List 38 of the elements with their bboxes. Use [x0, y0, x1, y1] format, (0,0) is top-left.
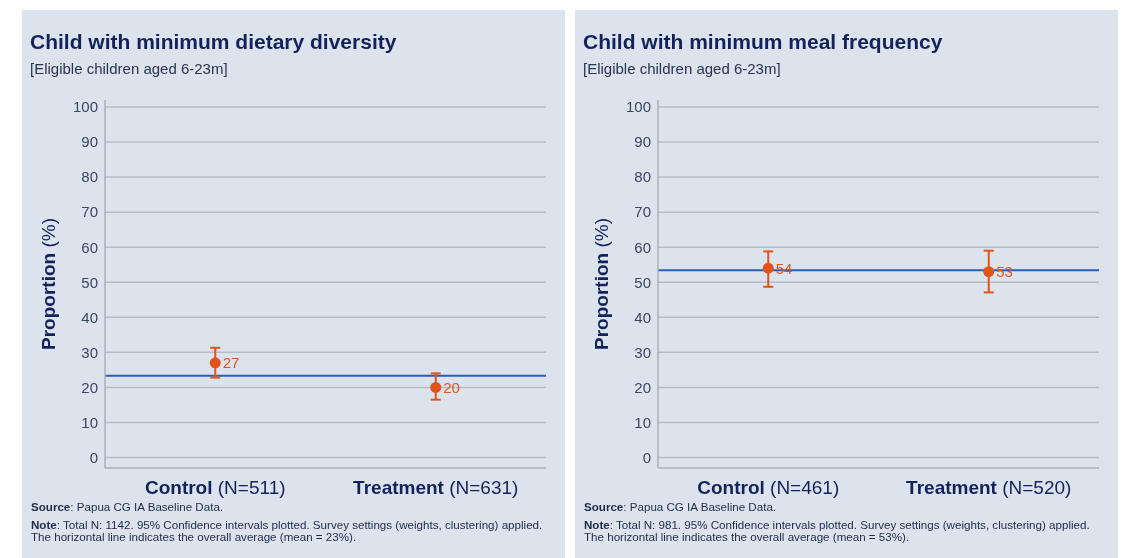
- y-tick-label: 20: [634, 378, 651, 396]
- y-tick-label: 50: [81, 273, 98, 291]
- y-tick-label: 100: [72, 98, 98, 116]
- y-tick-label: 80: [634, 168, 651, 186]
- y-tick-label: 50: [634, 273, 651, 291]
- source-note: Source: Papua CG IA Baseline Data.: [584, 500, 778, 513]
- chart-subtitle: [Eligible children aged 6-23m]: [583, 60, 781, 78]
- y-tick-label: 0: [89, 448, 98, 466]
- chart-title: Child with minimum dietary diversity: [30, 29, 397, 54]
- y-tick-label: 30: [81, 343, 98, 361]
- y-tick-label: 80: [81, 168, 98, 186]
- y-tick-label: 20: [81, 378, 98, 396]
- chart-subtitle: [Eligible children aged 6-23m]: [30, 60, 228, 78]
- y-axis-title: Proportion (%): [590, 218, 612, 350]
- y-tick-label: 0: [642, 448, 651, 466]
- y-tick-label: 30: [634, 343, 651, 361]
- y-axis-title: Proportion (%): [37, 218, 59, 350]
- x-tick-label: Treatment (N=520): [906, 477, 1072, 498]
- y-tick-label: 90: [634, 133, 651, 151]
- y-tick-label: 90: [81, 133, 98, 151]
- y-tick-label: 60: [634, 238, 651, 256]
- data-label: 20: [443, 378, 460, 396]
- y-tick-label: 10: [81, 413, 98, 431]
- y-tick-label: 70: [634, 203, 651, 221]
- text: Note: Total N: 981. 95% Confidence intervals plotted. Survey settings (weights, clustering) applied. The horizontal line indicates the overall average (mean = 53%).: [584, 518, 1091, 543]
- text: Note: Total N: 1142. 95% Confidence intervals plotted. Survey settings (weights, clustering) applied. The horizontal line indicates the overall average (mean = 23%).: [31, 518, 544, 543]
- x-tick-label: Treatment (N=631): [353, 477, 519, 498]
- y-tick-label: 40: [634, 308, 651, 326]
- x-tick-label: Control (N=511): [144, 477, 286, 498]
- x-tick-label: Control (N=461): [697, 477, 840, 498]
- source-note: Source: Papua CG IA Baseline Data.: [31, 500, 225, 513]
- y-tick-label: 40: [81, 308, 98, 326]
- y-tick-label: 60: [81, 238, 98, 256]
- y-tick-label: 10: [634, 413, 651, 431]
- y-tick-label: 70: [81, 203, 98, 221]
- data-label: 27: [222, 354, 240, 372]
- chart-title: Child with minimum meal frequency: [583, 29, 943, 54]
- y-tick-label: 100: [625, 98, 651, 116]
